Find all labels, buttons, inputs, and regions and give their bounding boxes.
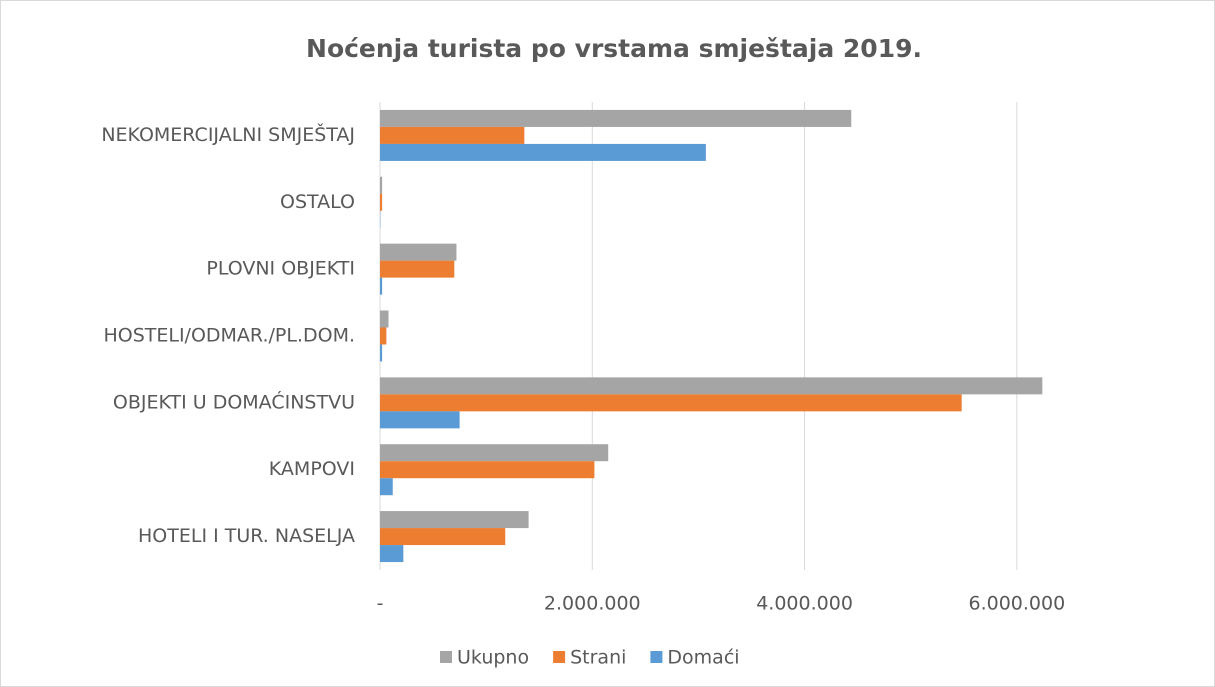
bar <box>380 243 457 261</box>
legend-swatch <box>440 651 452 663</box>
y-tick-label: OBJEKTI U DOMAĆINSTVU <box>113 389 355 413</box>
x-tick-label: 2.000.000 <box>544 593 641 615</box>
x-tick-label: 6.000.000 <box>969 593 1066 615</box>
bar <box>380 143 706 161</box>
chart-title: Noćenja turista po vrstama smještaja 201… <box>306 34 922 63</box>
bar <box>380 478 393 496</box>
y-tick-label: OSTALO <box>280 191 355 213</box>
legend-label: Ukupno <box>457 647 529 669</box>
y-tick-label: KAMPOVI <box>269 458 355 480</box>
legend-label: Domaći <box>667 647 739 669</box>
bar <box>380 545 404 563</box>
bar <box>380 344 383 362</box>
x-tick-label: - <box>377 593 384 615</box>
bar <box>380 528 506 546</box>
x-tick-label: 4.000.000 <box>756 593 853 615</box>
bar <box>380 377 1043 395</box>
legend-swatch <box>553 651 566 663</box>
y-tick-label: HOSTELI/ODMAR./PL.DOM. <box>103 325 355 347</box>
bar <box>380 444 609 462</box>
bar <box>380 461 595 479</box>
bar <box>380 176 383 194</box>
bar <box>380 126 525 144</box>
bar <box>380 277 383 295</box>
y-tick-label: PLOVNI OBJEKTI <box>206 258 355 280</box>
bar <box>380 260 455 278</box>
y-tick-label: HOTELI I TUR. NASELJA <box>138 525 355 547</box>
bar <box>380 511 529 529</box>
bar <box>380 411 460 429</box>
legend-label: Strani <box>570 647 626 669</box>
bar <box>380 394 962 412</box>
bar <box>380 109 852 127</box>
bar <box>380 193 383 211</box>
bar <box>380 310 389 328</box>
bar <box>380 327 387 345</box>
y-tick-label: NEKOMERCIJALNI SMJEŠTAJ <box>101 122 355 146</box>
legend-swatch <box>650 651 663 663</box>
